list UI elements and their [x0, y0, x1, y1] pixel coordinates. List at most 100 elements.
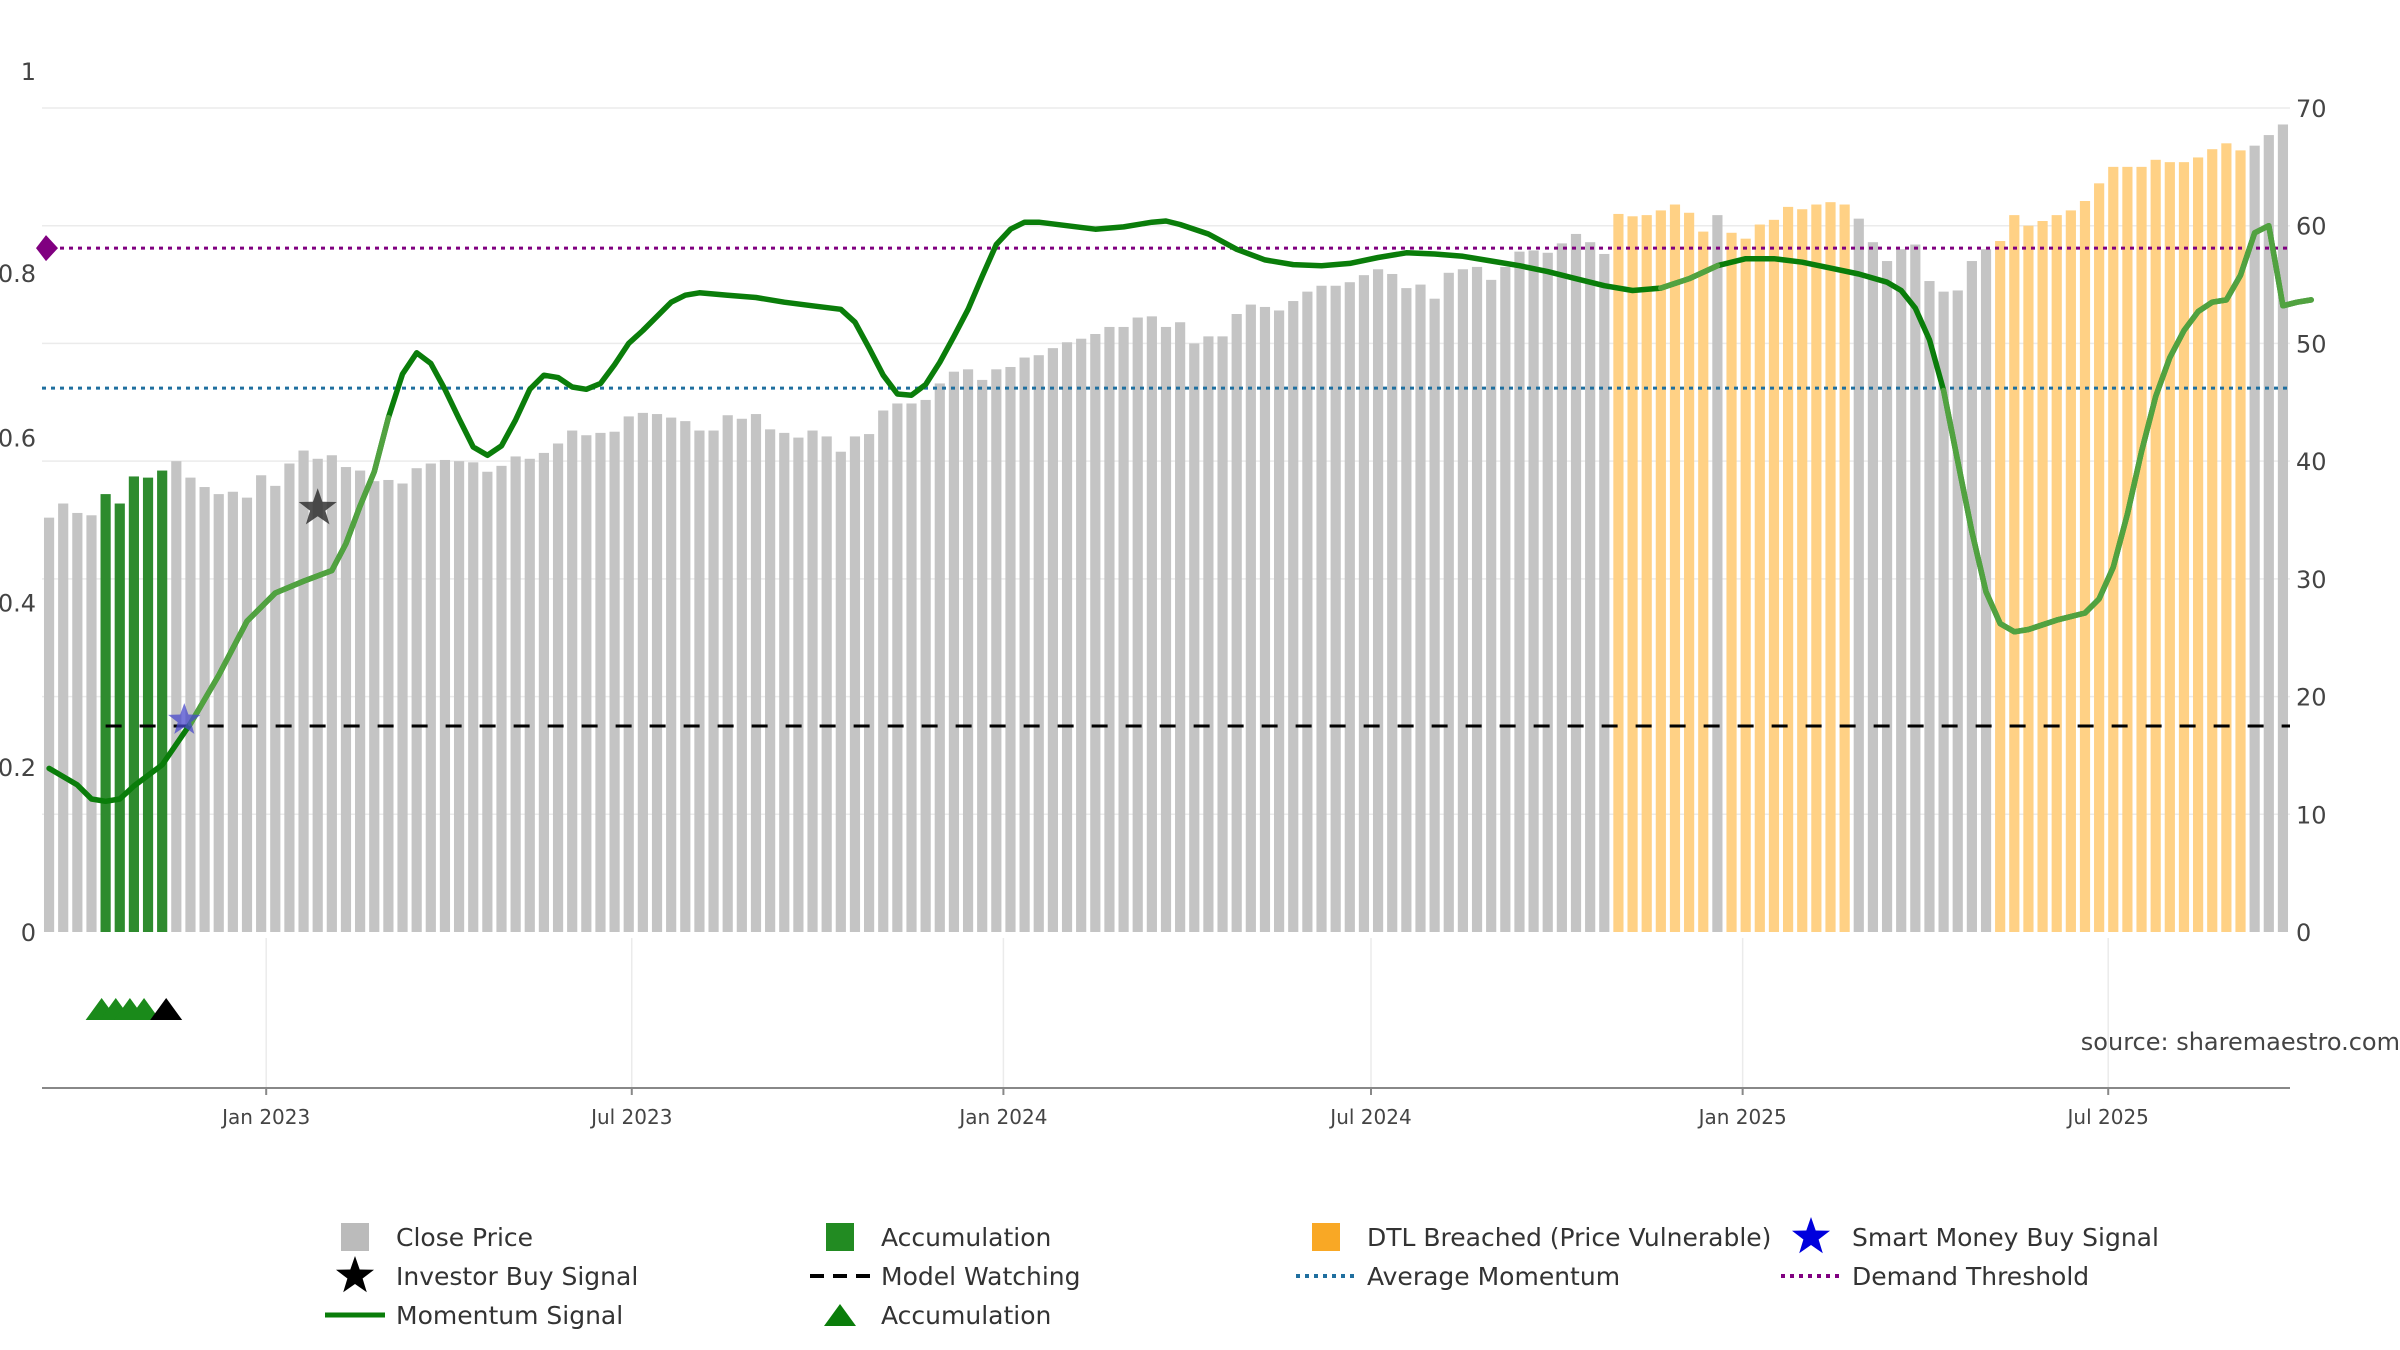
- dtl-breached-bar: [1684, 212, 1695, 932]
- close-price-bar: [1910, 244, 1921, 932]
- dtl-breached-bar: [1754, 224, 1765, 933]
- close-price-bar: [920, 399, 931, 933]
- close-price-bar: [1245, 304, 1256, 932]
- close-price-bar: [821, 436, 832, 932]
- close-price-bar: [270, 485, 281, 932]
- price-bars: [43, 124, 2289, 933]
- dtl-breached-bar: [2235, 150, 2246, 932]
- close-price-bar: [369, 481, 380, 932]
- accumulation-triangle: [128, 998, 161, 1020]
- close-price-bar: [482, 471, 493, 932]
- close-price-bar: [906, 403, 917, 932]
- close-price-bar: [1189, 343, 1200, 932]
- x-tick-label: Jan 2023: [220, 1105, 310, 1129]
- legend-item: Demand Threshold: [1781, 1262, 2089, 1291]
- close-price-bar: [637, 412, 648, 932]
- close-price-bar: [86, 515, 97, 932]
- close-price-bar: [1316, 285, 1327, 933]
- dtl-breached-bar: [2178, 162, 2190, 933]
- dtl-breached-bar: [2037, 221, 2048, 932]
- close-price-bar: [1104, 326, 1115, 932]
- close-price-bar: [2277, 124, 2289, 933]
- close-price-bar: [1599, 253, 1610, 933]
- y-right-tick-label: 60: [2296, 213, 2327, 241]
- close-price-bar: [43, 517, 55, 932]
- close-price-bar: [609, 431, 620, 932]
- close-price-bar: [1471, 266, 1483, 932]
- close-price-bar: [1288, 301, 1299, 933]
- y-left-tick-label: 0.6: [0, 425, 36, 453]
- x-tick-label: Jul 2025: [2066, 1105, 2149, 1129]
- signal-strip: [85, 998, 183, 1020]
- close-price-bar: [1033, 355, 1044, 932]
- legend-label: Accumulation: [881, 1223, 1051, 1252]
- dtl-breached-bar: [2051, 215, 2062, 932]
- dtl-breached-bar: [1768, 219, 1780, 933]
- close-price-bar: [355, 470, 366, 932]
- dtl-breached-bar: [1669, 204, 1681, 933]
- close-price-bar: [1500, 266, 1511, 932]
- dtl-breached-bar: [1811, 204, 1822, 933]
- legend-label: Momentum Signal: [396, 1301, 623, 1330]
- dtl-breached-bar: [1995, 241, 2006, 932]
- close-price-bar: [453, 461, 465, 932]
- close-price-bar: [1570, 233, 1582, 932]
- y-right-tick-label: 70: [2296, 95, 2327, 123]
- close-price-bar: [326, 455, 337, 932]
- close-price-bar: [171, 461, 182, 932]
- legend-label: Close Price: [396, 1223, 533, 1252]
- close-price-bar: [1896, 249, 1907, 932]
- close-price-bar: [1061, 342, 1073, 932]
- close-price-bar: [666, 417, 677, 932]
- close-price-bar: [708, 430, 719, 932]
- close-price-bar: [1047, 348, 1058, 932]
- close-price-bar: [1076, 338, 1087, 933]
- close-price-bar: [1938, 291, 1949, 932]
- legend-item: Close Price: [341, 1223, 533, 1252]
- close-price-bar: [892, 403, 903, 932]
- close-price-bar: [581, 435, 592, 932]
- close-price-bar: [1160, 326, 1172, 932]
- close-price-bar: [340, 467, 352, 932]
- y-right-tick-label: 0: [2296, 919, 2311, 947]
- dtl-breached-bar: [1655, 210, 1666, 932]
- close-price-bar: [538, 452, 550, 932]
- close-price-bar: [807, 430, 818, 932]
- close-price-bar: [1881, 261, 1893, 932]
- close-price-bar: [1853, 218, 1864, 932]
- close-price-bar: [298, 450, 309, 932]
- dtl-breached-bar: [2221, 143, 2232, 933]
- legend-item: Smart Money Buy Signal: [1792, 1217, 2159, 1254]
- close-price-bar: [1712, 215, 1723, 932]
- demand-threshold-marker: [36, 235, 58, 262]
- dtl-breached-bar: [1839, 204, 1850, 933]
- legend-star-icon: [336, 1256, 374, 1293]
- legend-item: Model Watching: [810, 1262, 1081, 1291]
- close-price-bar: [1217, 336, 1228, 932]
- close-price-bar: [1542, 252, 1553, 932]
- close-price-bar: [552, 443, 564, 932]
- close-price-bar: [1118, 326, 1129, 932]
- close-price-bar: [849, 436, 861, 932]
- dtl-breached-bar: [1698, 231, 1709, 933]
- close-price-bar: [1429, 298, 1440, 932]
- reference-lines: [36, 235, 2290, 728]
- close-price-bar: [1457, 269, 1468, 933]
- close-price-bar: [934, 383, 945, 932]
- close-price-bar: [948, 371, 960, 932]
- close-price-bar: [651, 414, 663, 932]
- y-right-tick-label: 40: [2296, 448, 2327, 476]
- close-price-bar: [1259, 306, 1271, 932]
- close-price-bar: [1358, 275, 1370, 932]
- dtl-breached-bar: [2108, 166, 2119, 932]
- y-left-tick-label: 0.4: [0, 589, 36, 617]
- close-price-bar: [439, 459, 451, 932]
- close-price-bar: [694, 430, 705, 932]
- dtl-breached-bar: [2207, 149, 2218, 932]
- close-price-bar: [680, 421, 691, 932]
- legend-label: Smart Money Buy Signal: [1852, 1223, 2159, 1252]
- close-price-bar: [468, 462, 479, 932]
- dtl-breached-bar: [1825, 202, 1836, 932]
- legend-label: Demand Threshold: [1852, 1262, 2089, 1291]
- close-price-bar: [1090, 334, 1101, 932]
